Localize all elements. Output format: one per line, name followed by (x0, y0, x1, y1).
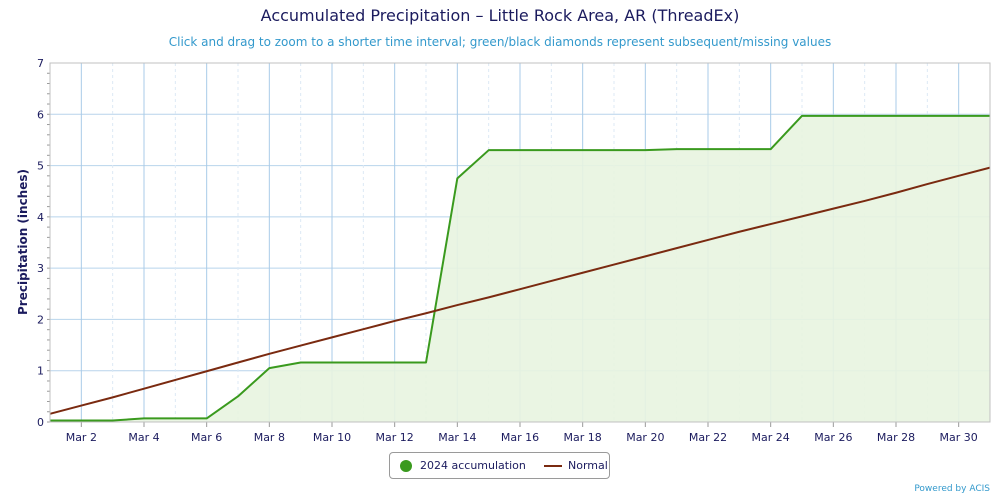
x-tick-label: Mar 16 (501, 431, 539, 444)
x-tick-label: Mar 8 (254, 431, 285, 444)
x-tick-label: Mar 14 (438, 431, 476, 444)
y-tick-label: 4 (37, 211, 44, 224)
x-tick-label: Mar 26 (814, 431, 852, 444)
axis-layer: 0 1 2 3 4 5 6 7 Mar 2 Mar 4 Mar 6 Mar 8 Mar 10 Mar 12… (37, 57, 991, 444)
chart-legend: 2024 accumulation Normal (389, 452, 610, 479)
legend-label-normal: Normal (568, 459, 608, 472)
chart-title: Accumulated Precipitation – Little Rock … (260, 6, 740, 25)
x-tick-label: Mar 24 (752, 431, 790, 444)
x-tick-label: Mar 18 (564, 431, 602, 444)
x-tick-label: Mar 10 (313, 431, 351, 444)
x-tick-label: Mar 20 (626, 431, 664, 444)
accumulation-marker-icon (400, 459, 412, 472)
legend-label-accumulation: 2024 accumulation (420, 459, 526, 472)
plot-border (49, 62, 991, 423)
x-tick-label: Mar 12 (376, 431, 414, 444)
y-axis-label: Precipitation (inches) (16, 169, 30, 315)
y-tick-label: 7 (37, 57, 44, 70)
y-tick-label: 6 (37, 108, 44, 121)
y-tick-label: 2 (37, 313, 44, 326)
area-layer (50, 115, 990, 423)
y-tick-label: 5 (37, 160, 44, 173)
chart-subtitle: Click and drag to zoom to a shorter time… (168, 35, 832, 49)
x-tick-label: Mar 2 (66, 431, 97, 444)
acis-credit-link[interactable]: Powered by ACIS (914, 484, 990, 494)
y-tick-label: 0 (37, 416, 44, 429)
x-tick-label: Mar 28 (877, 431, 915, 444)
x-tick-label: Mar 6 (191, 431, 222, 444)
x-tick-label: Mar 22 (689, 431, 727, 444)
legend-item-normal[interactable]: Normal (544, 459, 608, 472)
y-tick-label: 3 (37, 262, 44, 275)
normal-line-icon (544, 464, 562, 467)
accumulation-line (50, 114, 990, 422)
y-tick-label: 1 (37, 365, 44, 378)
series-area-0 (50, 115, 990, 423)
normal-line (49, 166, 991, 415)
x-tick-label: Mar 30 (940, 431, 978, 444)
legend-item-accumulation[interactable]: 2024 accumulation (400, 459, 526, 472)
line-layer (49, 114, 991, 422)
x-tick-label: Mar 4 (128, 431, 159, 444)
